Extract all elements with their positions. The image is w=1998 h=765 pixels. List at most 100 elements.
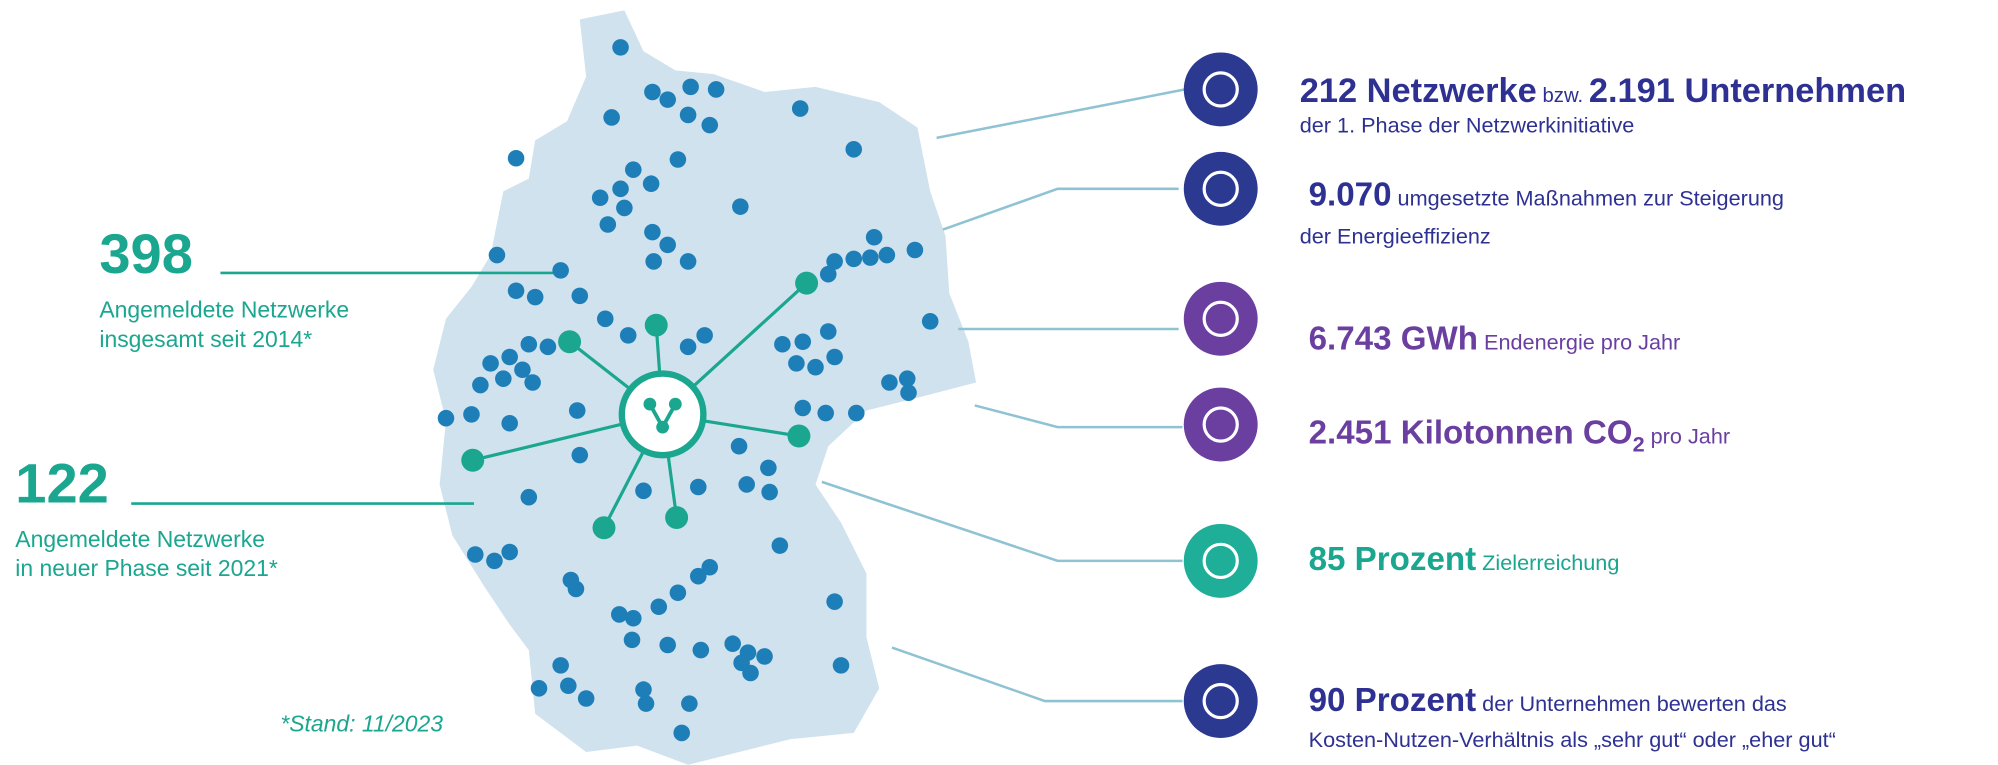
- icon-circle: [1183, 523, 1258, 598]
- item-text: pro Jahr: [1645, 424, 1730, 449]
- site-dot: [623, 631, 641, 649]
- site-dot: [612, 39, 629, 56]
- item-value: 9.070: [1309, 176, 1392, 213]
- site-dot: [794, 333, 812, 351]
- site-dot: [826, 253, 843, 270]
- site-dot: [701, 558, 719, 576]
- site-dot: [514, 361, 531, 379]
- connector: [936, 88, 1186, 140]
- site-dot: [692, 641, 710, 659]
- item-text: Zielerreichung: [1476, 550, 1619, 575]
- icons: [1183, 52, 1258, 739]
- site-dot: [848, 404, 865, 422]
- site-dot: [921, 313, 939, 330]
- icon-symbol: [1202, 542, 1239, 580]
- stat-text: in neuer Phase seit 2021*: [15, 555, 278, 581]
- site-dot: [596, 310, 614, 328]
- site-dot: [437, 409, 455, 427]
- site-dot: [900, 384, 917, 401]
- network-node: [787, 424, 811, 448]
- footnote: *Stand: 11/2023: [280, 711, 443, 737]
- connector: [942, 187, 1179, 231]
- site-dot: [571, 446, 589, 464]
- network-node: [461, 448, 485, 472]
- site-dot: [644, 83, 661, 101]
- item-headline: 212 Netzwerke bzw. 2.191 Unternehmen: [1300, 72, 1906, 110]
- site-dot: [760, 459, 777, 477]
- icon-symbol: [1202, 170, 1239, 207]
- site-dot: [791, 100, 809, 117]
- site-dot: [507, 282, 525, 300]
- site-dot: [463, 406, 480, 423]
- site-dot: [552, 657, 569, 674]
- site-dot: [881, 374, 898, 391]
- site-dot: [486, 552, 503, 570]
- site-dot: [730, 437, 748, 455]
- icon-circle: [1183, 281, 1258, 356]
- icon-circle: [1183, 664, 1258, 739]
- site-dot: [701, 116, 719, 134]
- site-dot: [637, 695, 655, 712]
- item-text: der Unternehmen bewerten das: [1476, 691, 1787, 716]
- icon-circle: [1183, 151, 1258, 226]
- network-node: [592, 516, 616, 540]
- icon-symbol: [1202, 300, 1239, 337]
- connectors: [131, 88, 1186, 703]
- icon-circle: [1183, 52, 1258, 127]
- site-dot: [482, 355, 499, 372]
- item-text: bzw.: [1537, 85, 1589, 107]
- site-dot: [865, 228, 883, 246]
- hub-link: [648, 403, 678, 432]
- item-headline: 9.070 umgesetzte Maßnahmen zur Steigerun…: [1309, 176, 1784, 213]
- site-dot: [845, 141, 863, 158]
- site-dot: [610, 606, 628, 623]
- item-text: Kosten-Nutzen-Verhältnis als „sehr gut“ …: [1309, 727, 1836, 752]
- icon-symbol: [1202, 682, 1239, 720]
- site-dot: [832, 657, 850, 674]
- site-dot: [560, 677, 577, 695]
- site-dot: [679, 253, 697, 270]
- site-dot: [495, 370, 512, 387]
- site-dot: [679, 106, 697, 124]
- site-dot: [501, 414, 518, 432]
- item-value: 6.743 GWh: [1309, 320, 1478, 357]
- site-dot: [625, 161, 642, 178]
- item-value: 85 Prozent: [1309, 541, 1477, 578]
- site-dot: [568, 402, 586, 419]
- site-dot: [644, 223, 661, 241]
- item-value: 212 Netzwerke: [1300, 72, 1537, 110]
- network-hub: [461, 271, 819, 540]
- site-dot: [689, 478, 707, 496]
- icon-symbol: [1202, 71, 1239, 108]
- item-text: der 1. Phase der Netzwerkinitiative: [1300, 113, 1635, 138]
- icon-symbol: [1202, 406, 1239, 443]
- site-dot: [826, 593, 843, 610]
- site-dot: [742, 664, 759, 682]
- site-dot: [682, 78, 699, 96]
- site-dot: [689, 567, 707, 585]
- connector: [821, 480, 1183, 563]
- site-dot: [878, 246, 896, 264]
- site-dot: [724, 635, 741, 653]
- item-subscript: 2: [1633, 431, 1645, 456]
- network-node: [644, 313, 668, 337]
- site-dot: [738, 476, 755, 493]
- site-dot: [732, 198, 749, 215]
- site-dot: [539, 338, 557, 356]
- site-dot: [507, 149, 525, 167]
- site-dot: [673, 724, 690, 742]
- site-dot: [520, 335, 538, 353]
- item-headline: 85 Prozent Zielerreichung: [1309, 541, 1620, 578]
- site-dot: [669, 151, 687, 168]
- site-dot: [501, 348, 518, 366]
- site-dot: [679, 338, 697, 356]
- site-dot: [619, 327, 637, 344]
- site-dot: [603, 109, 620, 126]
- site-dot: [819, 265, 837, 283]
- item-text: der Energieeffizienz: [1300, 224, 1491, 249]
- site-dot: [898, 370, 916, 387]
- stat-text: Angemeldete Netzwerke: [15, 526, 265, 552]
- site-dot: [788, 355, 805, 372]
